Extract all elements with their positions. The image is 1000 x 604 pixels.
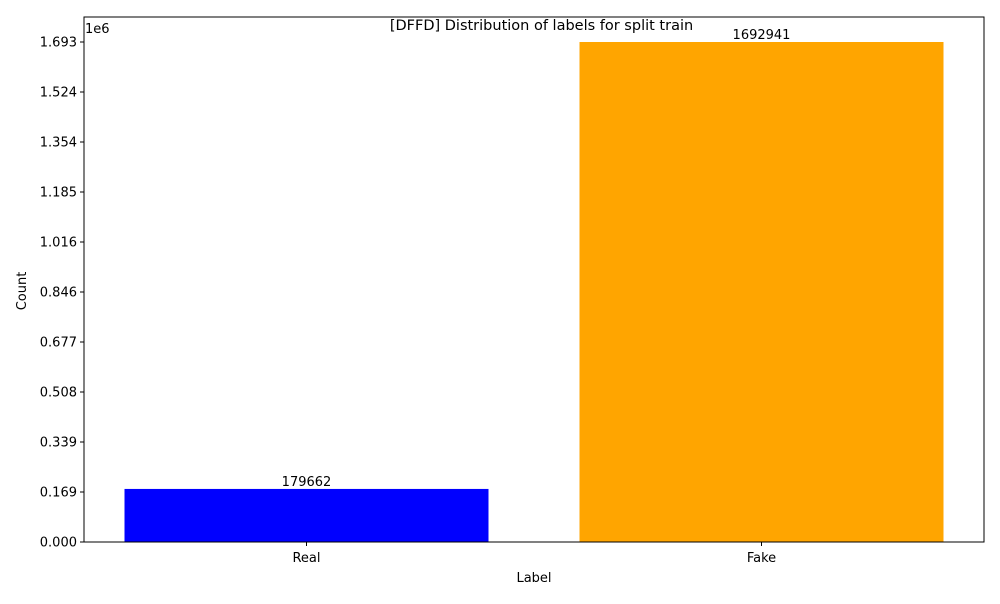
bar-labels-group: 179662 1692941 xyxy=(282,28,791,490)
y-tick-label: 0.000 xyxy=(40,536,77,551)
x-tick-label-fake: Fake xyxy=(747,551,776,566)
plot-frame xyxy=(83,16,985,543)
y-tick-label: 0.677 xyxy=(40,336,77,351)
y-tick-label: 1.016 xyxy=(40,235,77,250)
bar-real xyxy=(124,488,489,542)
y-tick-label: 0.169 xyxy=(40,486,77,501)
chart-title: [DFFD] Distribution of labels for split … xyxy=(390,18,693,34)
y-axis-ticks: 0.000 0.169 0.339 0.508 0.677 0.846 1.016 1.185… xyxy=(40,35,84,551)
y-tick-label: 1.354 xyxy=(40,135,77,150)
data-label-real: 179662 xyxy=(282,475,332,490)
x-tick-label-real: Real xyxy=(292,551,320,566)
data-label-fake: 1692941 xyxy=(733,28,791,43)
bars-group xyxy=(124,41,944,542)
y-axis-label: Count xyxy=(15,272,30,311)
y-tick-label: 1.524 xyxy=(40,85,77,100)
y-tick-label: 0.846 xyxy=(40,285,77,300)
y-axis-offset-text: 1e6 xyxy=(85,22,110,37)
x-axis-label: Label xyxy=(516,571,551,586)
y-tick-label: 1.693 xyxy=(40,35,77,50)
y-tick-label: 0.508 xyxy=(40,386,77,401)
y-tick-label: 1.185 xyxy=(40,185,77,200)
bar-fake xyxy=(579,41,944,542)
x-axis-ticks: Real Fake xyxy=(292,542,776,566)
y-tick-label: 0.339 xyxy=(40,436,77,451)
